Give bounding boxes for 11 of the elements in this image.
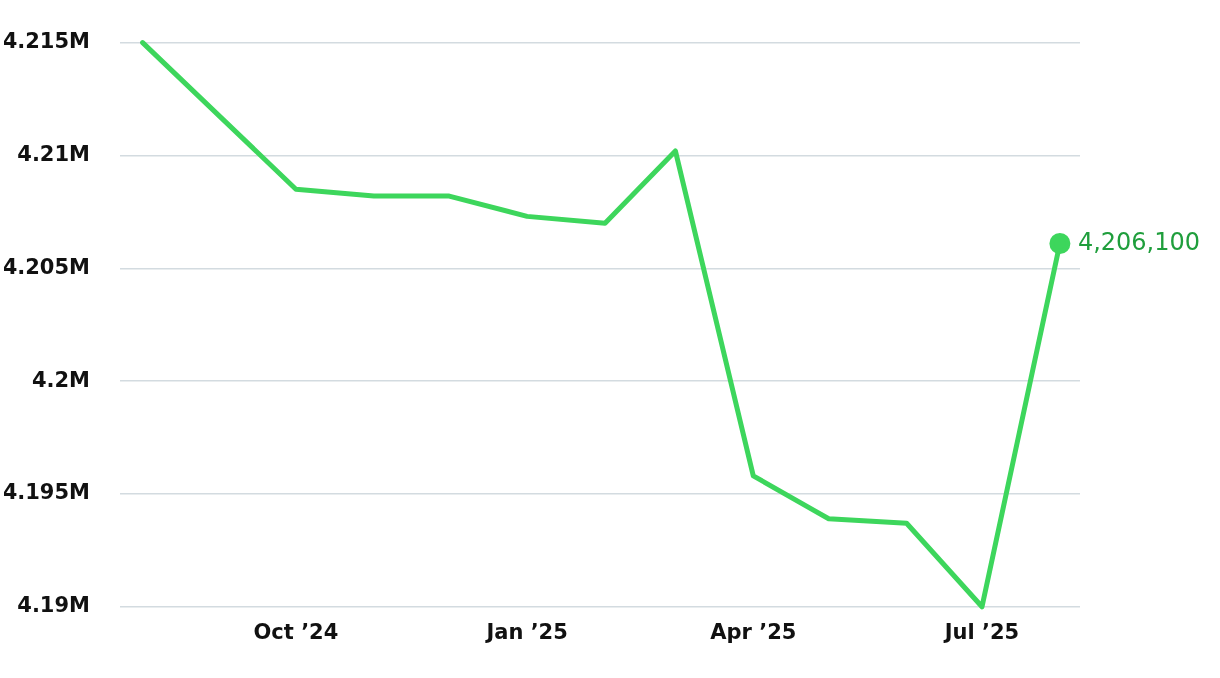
y-tick-label: 4.21M xyxy=(17,141,90,166)
y-tick-label: 4.215M xyxy=(2,29,90,54)
y-tick-label: 4.195M xyxy=(2,480,90,505)
x-tick-label: Apr ’25 xyxy=(710,619,797,644)
x-tick-label: Jul ’25 xyxy=(942,619,1020,644)
data-label: 4,206,100 xyxy=(1077,227,1201,256)
x-tick-label: Oct ’24 xyxy=(253,619,339,644)
x-tick-label: Jan ’25 xyxy=(484,619,568,644)
y-tick-label: 4.19M xyxy=(17,593,90,618)
y-tick-label: 4.205M xyxy=(2,254,90,279)
y-tick-label: 4.2M xyxy=(31,367,90,392)
